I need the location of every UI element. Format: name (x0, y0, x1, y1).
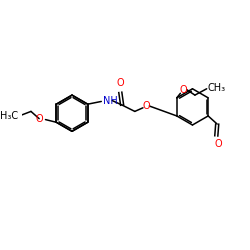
Text: O: O (214, 140, 222, 149)
Text: O: O (35, 114, 43, 124)
Text: CH₃: CH₃ (208, 83, 226, 93)
Text: NH: NH (103, 96, 118, 106)
Text: H₃C: H₃C (0, 111, 18, 121)
Text: O: O (116, 78, 124, 88)
Text: O: O (179, 85, 187, 95)
Text: O: O (143, 101, 150, 111)
